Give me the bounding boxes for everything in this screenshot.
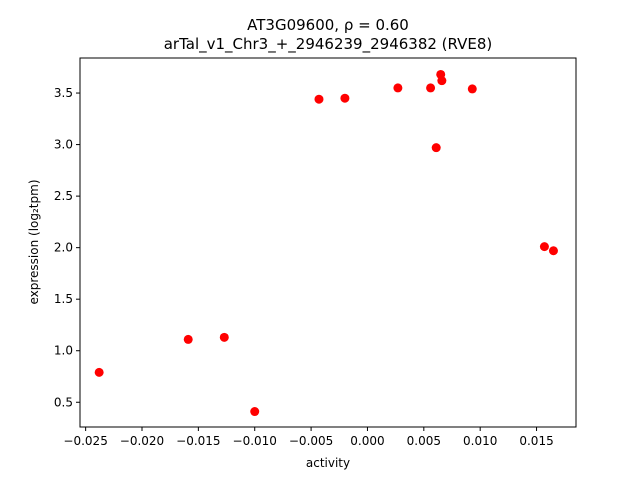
- chart-title-line2: arTal_v1_Chr3_+_2946239_2946382 (RVE8): [164, 35, 493, 54]
- x-axis-ticks: −0.025 −0.020 −0.015 −0.010 −0.005 0.000 0.005…: [63, 427, 554, 448]
- data-point: [467, 84, 477, 94]
- data-point: [548, 246, 558, 256]
- data-point: [250, 407, 260, 417]
- data-point: [183, 334, 193, 344]
- plot-frame: [79, 57, 577, 428]
- x-tick-label: 0.005: [407, 434, 441, 448]
- y-tick-label: 2.0: [54, 241, 73, 255]
- y-axis-label: expression (log₂tpm): [27, 179, 41, 304]
- y-tick-label: 0.5: [54, 395, 73, 409]
- data-point: [94, 367, 104, 377]
- y-tick-label: 2.5: [54, 189, 73, 203]
- x-tick-label: 0.015: [519, 434, 553, 448]
- x-tick-label: 0.000: [350, 434, 384, 448]
- y-axis-ticks: 0.5 1.0 1.5 2.0 2.5 3.0 3.5: [54, 86, 80, 409]
- x-tick-label: −0.020: [120, 434, 164, 448]
- chart-title-line1: AT3G09600, ρ = 0.60: [247, 16, 409, 34]
- data-point: [340, 93, 350, 103]
- data-point: [539, 242, 549, 252]
- x-tick-label: 0.010: [463, 434, 497, 448]
- data-point: [393, 83, 403, 93]
- data-point: [219, 332, 229, 342]
- y-tick-label: 1.0: [54, 344, 73, 358]
- x-tick-label: −0.025: [63, 434, 107, 448]
- data-point: [426, 83, 436, 93]
- x-axis-label: activity: [306, 456, 350, 470]
- x-tick-label: −0.005: [289, 434, 333, 448]
- y-tick-label: 3.0: [54, 138, 73, 152]
- data-point: [431, 143, 441, 153]
- y-tick-label: 1.5: [54, 292, 73, 306]
- data-point: [437, 76, 447, 86]
- data-point: [314, 94, 324, 104]
- points-layer: [94, 69, 558, 417]
- x-tick-label: −0.015: [176, 434, 220, 448]
- y-tick-label: 3.5: [54, 86, 73, 100]
- x-tick-label: −0.010: [233, 434, 277, 448]
